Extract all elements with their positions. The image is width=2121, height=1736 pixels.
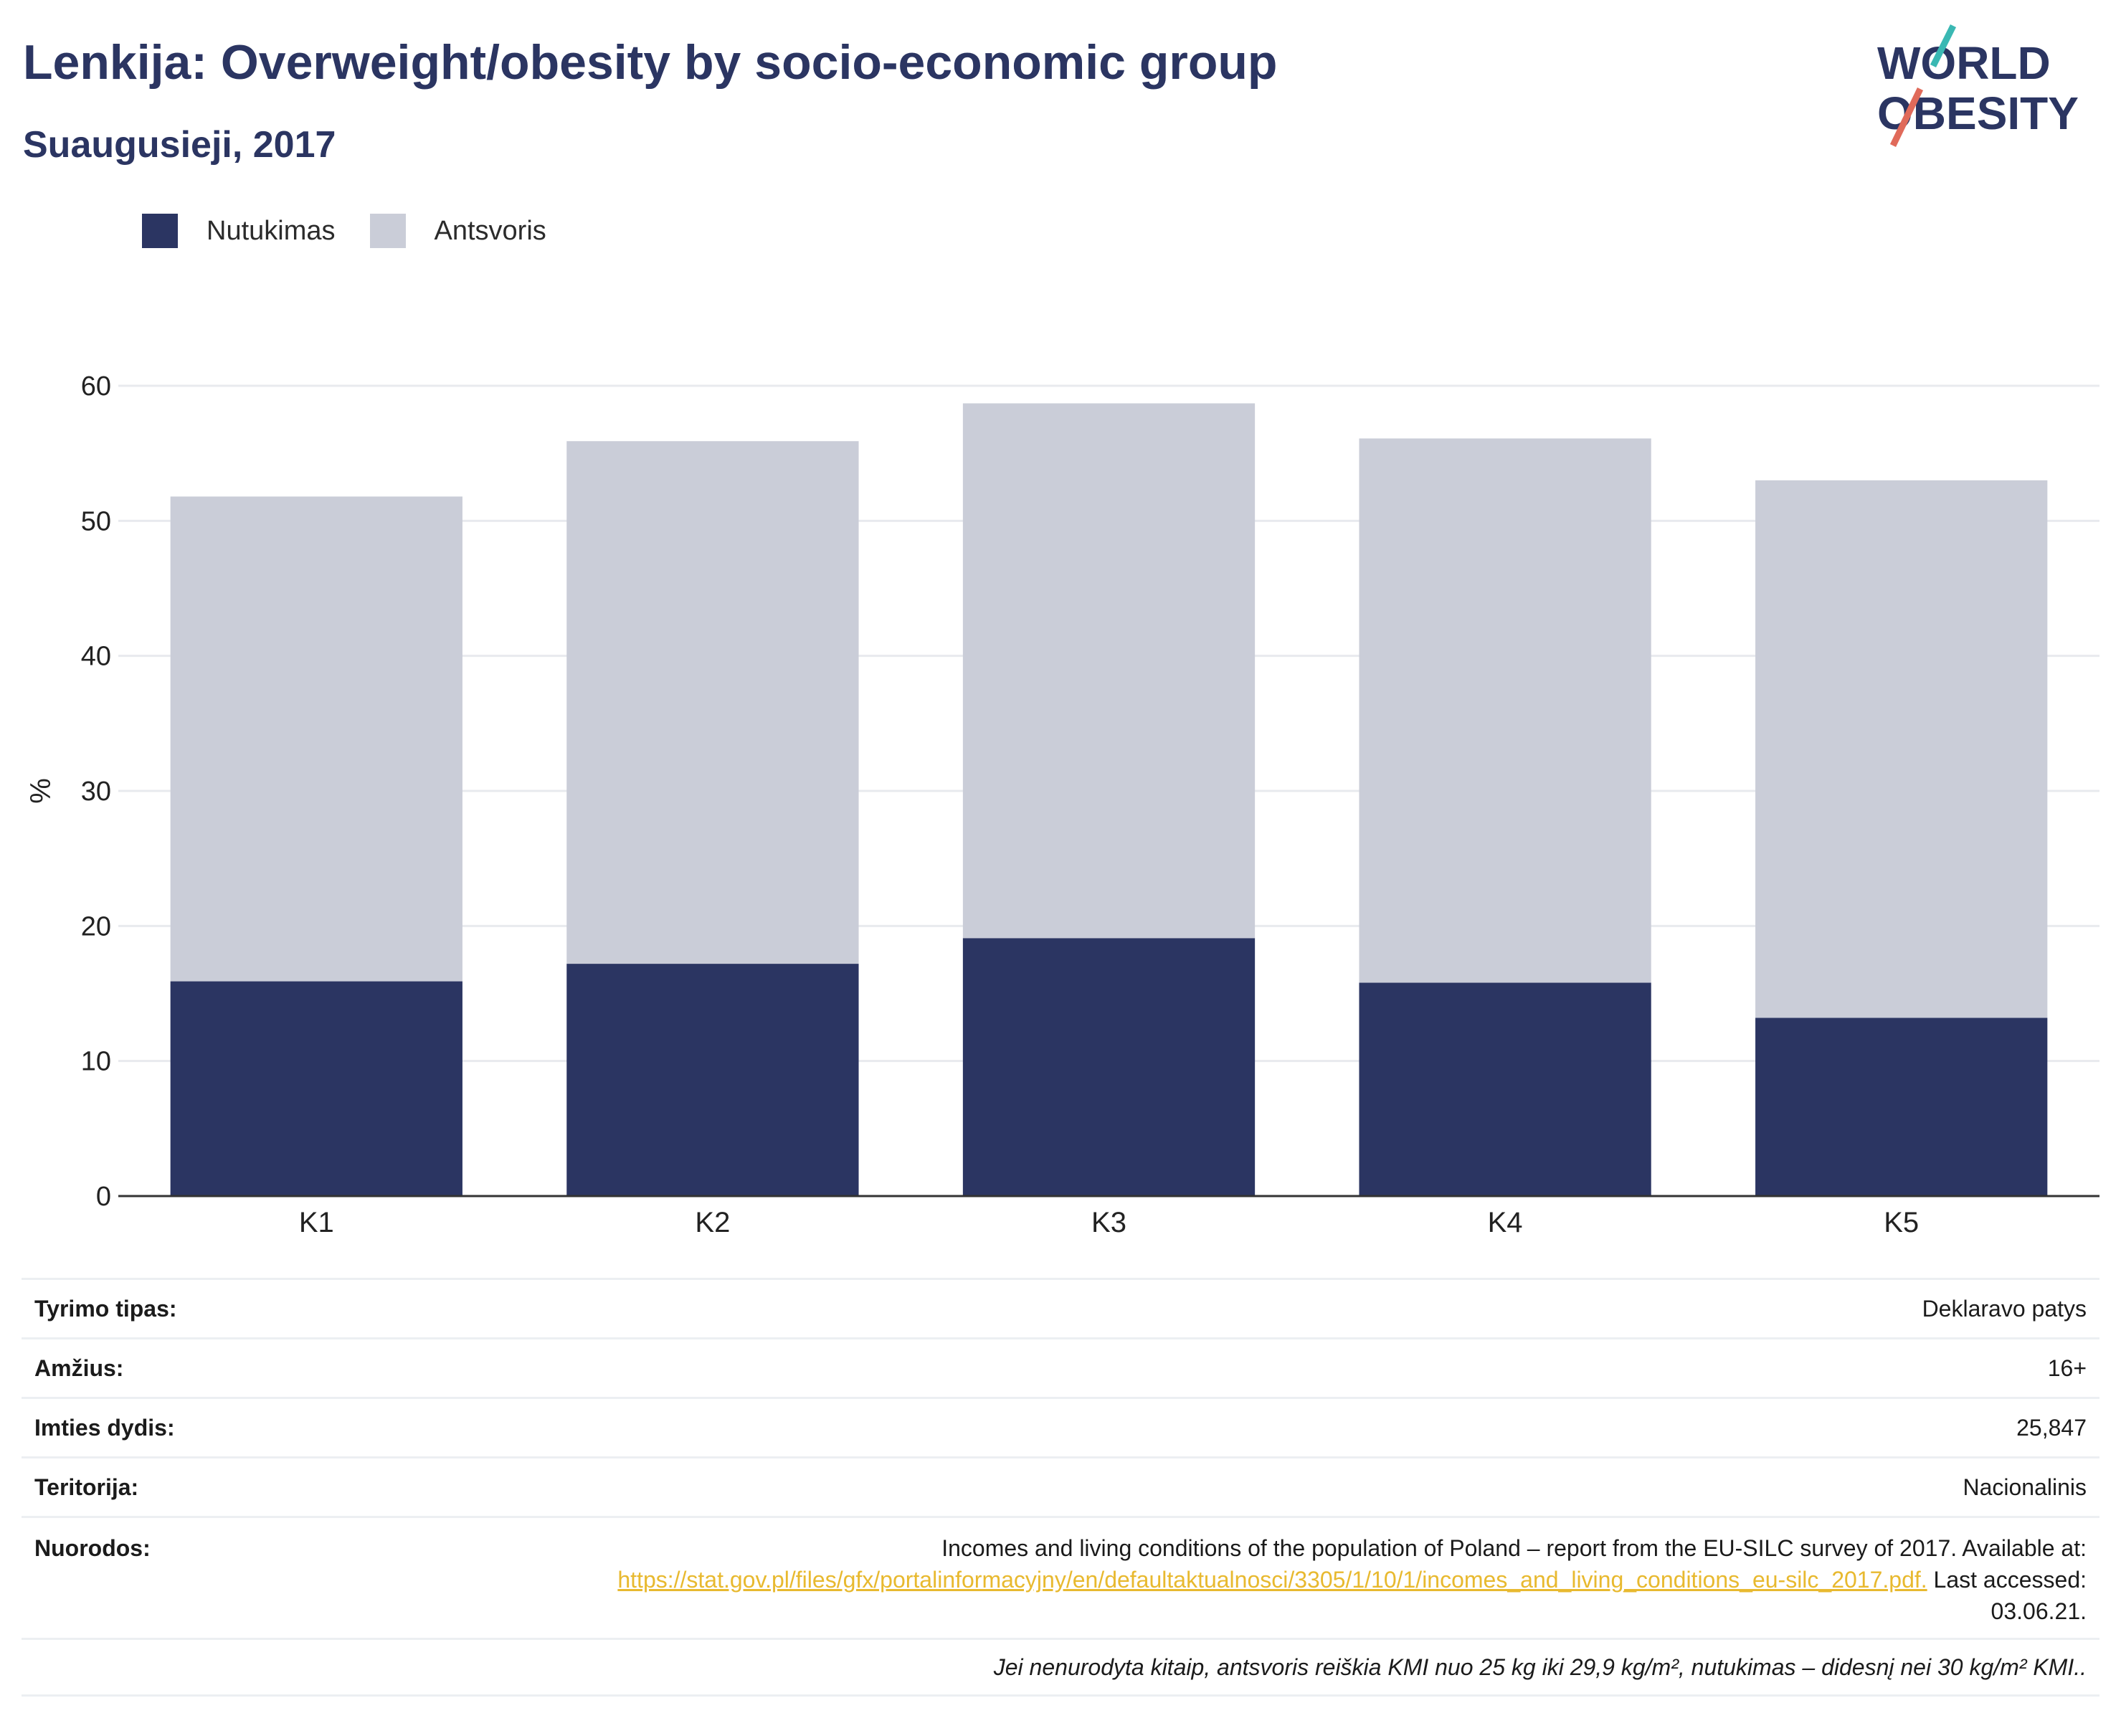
info-row-references: Nuorodos: Incomes and living conditions …	[22, 1516, 2099, 1638]
y-tick-label: 40	[81, 642, 111, 672]
bar-obesity-k1	[170, 981, 462, 1196]
info-value: Deklaravo patys	[1922, 1296, 2087, 1322]
reference-link[interactable]: https://stat.gov.pl/files/gfx/portalinfo…	[617, 1567, 1927, 1593]
x-tick-label: K2	[695, 1207, 730, 1238]
info-value: Nacionalinis	[1963, 1474, 2087, 1500]
legend-swatch-obesity	[142, 214, 178, 248]
stacked-bar-chart: 0 10 20 30 40 50 60% K1 K2 K3 K4 K5	[25, 371, 2099, 1238]
world-obesity-logo: WORLD OBESITY	[1877, 24, 2079, 147]
bar-obesity-k5	[1755, 1018, 2048, 1196]
bar-overweight-k1	[170, 496, 462, 982]
bar-obesity-k4	[1359, 982, 1651, 1196]
bar-obesity-k3	[962, 938, 1256, 1196]
info-key: Amžius:	[34, 1355, 124, 1381]
y-tick-label: 0	[96, 1182, 111, 1212]
legend-item-obesity[interactable]: Nutukimas	[142, 214, 336, 248]
logo-line1: WORLD	[1877, 37, 2051, 89]
reference-text: Incomes and living conditions of the pop…	[538, 1532, 2087, 1627]
info-key: Nuorodos:	[34, 1535, 151, 1561]
info-row-sample-size: Imties dydis: 25,847	[22, 1397, 2099, 1456]
info-value: 16+	[2047, 1355, 2087, 1381]
x-tick-label: K1	[299, 1207, 334, 1238]
legend-label-obesity: Nutukimas	[207, 215, 336, 246]
y-tick-label: 20	[81, 911, 111, 941]
info-row-survey-type: Tyrimo tipas: Deklaravo patys	[22, 1278, 2099, 1337]
x-tick-label: K3	[1091, 1207, 1126, 1238]
x-tick-label: K4	[1488, 1207, 1523, 1238]
definition-note: Jei nenurodyta kitaip, antsvoris reiškia…	[22, 1638, 2099, 1697]
reference-text-before: Incomes and living conditions of the pop…	[941, 1535, 2087, 1561]
x-tick-label: K5	[1884, 1207, 1919, 1238]
y-tick-label: 10	[81, 1047, 111, 1077]
info-key: Imties dydis:	[34, 1414, 175, 1441]
y-tick-label: 50	[81, 506, 111, 536]
bar-overweight-k2	[566, 441, 859, 964]
chart-title: Lenkija: Overweight/obesity by socio-eco…	[23, 35, 1278, 90]
info-row-territory: Teritorija: Nacionalinis	[22, 1456, 2099, 1516]
y-tick-label: 60	[81, 371, 111, 402]
legend-swatch-overweight	[369, 214, 406, 248]
logo-accent-red	[1889, 87, 1924, 147]
reference-text-after: Last accessed: 03.06.21.	[1933, 1567, 2087, 1624]
chart-subtitle: Suaugusieji, 2017	[23, 124, 336, 166]
bar-overweight-k4	[1359, 438, 1651, 983]
info-row-age: Amžius: 16+	[22, 1337, 2099, 1397]
legend-item-overweight[interactable]: Antsvoris	[369, 214, 546, 248]
legend-label-overweight: Antsvoris	[434, 215, 546, 246]
bar-overweight-k5	[1755, 480, 2048, 1018]
info-table: Tyrimo tipas: Deklaravo patys Amžius: 16…	[22, 1278, 2099, 1697]
info-key: Tyrimo tipas:	[34, 1295, 177, 1322]
bar-obesity-k2	[566, 964, 859, 1196]
bar-overweight-k3	[962, 403, 1256, 939]
y-tick-label: 30	[81, 777, 111, 807]
info-value: 25,847	[2016, 1415, 2087, 1441]
y-axis-label: %	[25, 778, 57, 804]
legend: Nutukimas Antsvoris	[142, 212, 581, 250]
logo-accent-teal	[1930, 24, 1957, 68]
info-key: Teritorija:	[34, 1474, 139, 1500]
